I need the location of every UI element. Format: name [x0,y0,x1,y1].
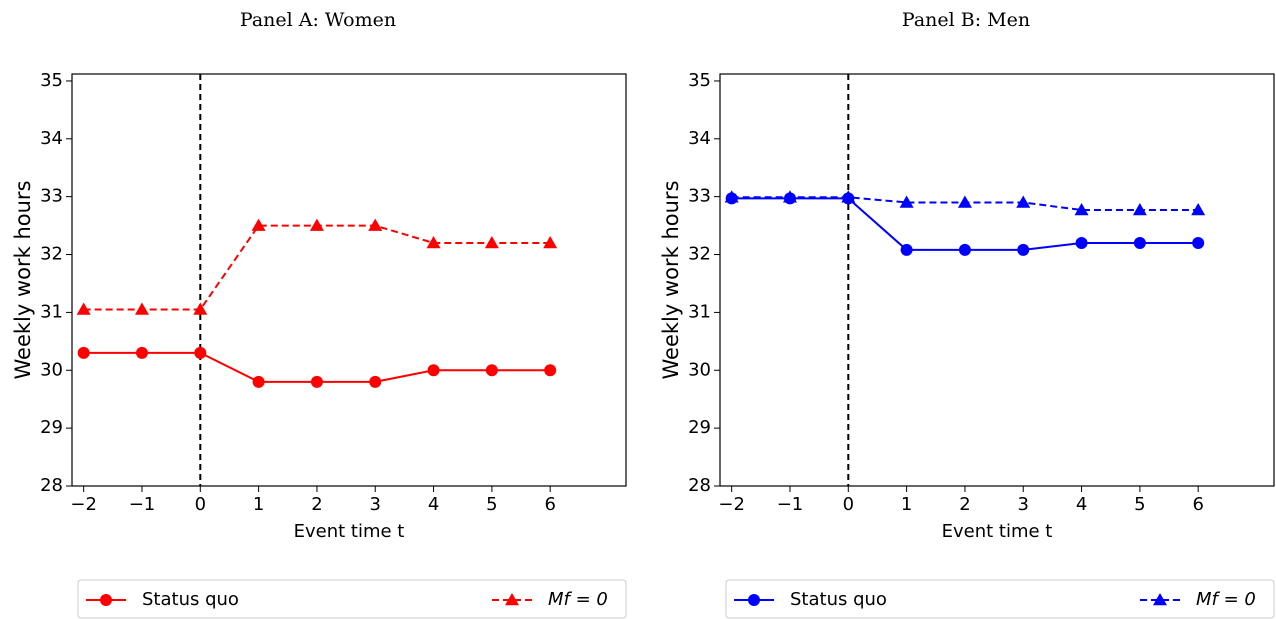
point [1153,593,1167,606]
x-tick-label: 1 [253,494,264,515]
point [1075,236,1088,249]
point [134,302,149,315]
point [485,364,498,377]
x-tick-label: 5 [486,494,497,515]
x-tick-label: 4 [1076,494,1087,515]
y-tick-label: 32 [40,244,63,265]
legend-label: Status quo [790,589,887,610]
y-tick-label: 34 [688,128,711,149]
x-tick-label: 6 [1192,494,1203,515]
x-tick-label: 0 [843,494,854,515]
point [135,346,148,359]
y-tick-label: 31 [688,301,711,322]
point [1192,236,1205,249]
x-tick-label: 2 [959,494,970,515]
x-tick-label: 3 [1018,494,1029,515]
y-tick-label: 32 [688,244,711,265]
chart-title: Panel B: Men [902,9,1030,31]
legend-label: Mf = 0 [548,589,608,610]
point [484,235,499,249]
point [193,302,208,315]
legend [725,579,1275,619]
point [194,346,207,359]
y-tick-label: 28 [688,475,711,496]
legend [77,579,627,619]
point [309,218,324,231]
point [748,594,760,606]
x-tick-label: 0 [195,494,206,515]
point [368,218,383,231]
x-tick-label: 4 [428,494,439,515]
point [1191,202,1206,216]
x-tick-label: 2 [311,494,322,515]
x-tick-label: 3 [370,494,381,515]
point [76,302,91,315]
legend-label: Status quo [142,589,239,610]
point [1074,202,1089,216]
y-tick-label: 34 [40,128,63,149]
y-tick-label: 28 [40,475,63,496]
y-tick-label: 29 [688,417,711,438]
chart-title: Panel A: Women [240,9,396,31]
y-tick-label: 35 [40,70,63,91]
point [899,195,914,208]
legend-label: Mf = 0 [1196,589,1256,610]
point [77,346,90,359]
x-tick-label: 5 [1134,494,1145,515]
x-tick-label: −1 [777,494,804,515]
point [369,375,382,388]
series-line [83,224,551,311]
point [841,190,856,203]
point [427,364,440,377]
point [1133,236,1146,249]
point [1132,202,1147,216]
point [958,243,971,256]
y-tick-label: 33 [688,186,711,207]
point [100,594,112,606]
x-axis-label: Event time t [294,521,405,542]
y-tick-label: 30 [688,359,711,380]
x-axis-label: Event time t [942,521,1053,542]
point [544,364,557,377]
point [426,235,441,249]
y-axis-label: Weekly work hours [11,180,35,379]
y-tick-label: 33 [40,186,63,207]
y-tick-label: 29 [40,417,63,438]
y-tick-label: 31 [40,301,63,322]
point [252,375,265,388]
y-axis-label: Weekly work hours [659,180,683,379]
plot-frame [719,73,1275,487]
point [505,593,519,606]
point [1016,195,1031,208]
x-tick-label: −2 [70,494,97,515]
x-tick-label: −2 [718,494,745,515]
x-tick-label: −1 [129,494,156,515]
point [1017,243,1030,256]
x-tick-label: 1 [901,494,912,515]
point [957,195,972,208]
point [900,243,913,256]
x-tick-label: 6 [544,494,555,515]
point [782,190,797,203]
y-tick-label: 30 [40,359,63,380]
point [251,218,266,231]
y-tick-label: 35 [688,70,711,91]
point [543,235,558,249]
point [310,375,323,388]
point [724,190,739,203]
plot-frame [71,73,627,487]
